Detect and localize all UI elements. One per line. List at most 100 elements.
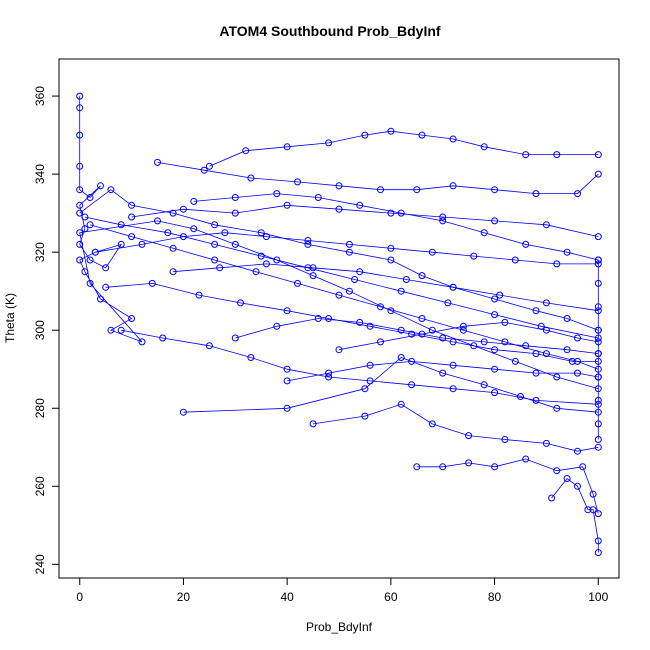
data-point — [439, 213, 447, 221]
data-point — [148, 279, 156, 287]
data-point — [377, 338, 384, 346]
data-point — [164, 229, 172, 237]
data-point — [273, 256, 281, 264]
data-point — [128, 233, 136, 241]
data-point — [449, 182, 457, 190]
data-point — [553, 260, 561, 268]
data-point — [594, 233, 602, 241]
data-point — [76, 209, 84, 217]
y-tick-label: 300 — [33, 320, 47, 340]
data-point — [345, 240, 353, 248]
data-point — [594, 279, 602, 287]
x-tick-label: 20 — [177, 590, 191, 604]
data-point — [335, 346, 343, 354]
data-point — [491, 217, 499, 225]
data-point — [76, 162, 84, 170]
y-tick-label: 280 — [33, 398, 47, 418]
data-point — [107, 186, 115, 194]
data-point — [335, 182, 343, 190]
data-point — [221, 229, 229, 237]
data-point — [97, 295, 104, 303]
data-point — [262, 260, 270, 268]
data-point — [387, 127, 395, 135]
data-point — [517, 393, 524, 400]
data-point — [397, 287, 405, 295]
data-point — [408, 330, 416, 338]
series-line — [84, 216, 599, 339]
data-point — [594, 373, 602, 381]
data-point — [491, 311, 499, 319]
data-point — [81, 225, 89, 233]
data-point — [309, 272, 317, 280]
data-point — [309, 420, 317, 428]
series-18 — [190, 190, 602, 264]
series-12 — [128, 201, 602, 241]
data-point — [294, 178, 301, 186]
y-tick-label: 360 — [33, 86, 47, 106]
data-point — [294, 279, 301, 287]
data-point — [283, 201, 291, 209]
series-line — [209, 130, 599, 167]
series-layer — [76, 92, 602, 557]
data-point — [397, 400, 405, 408]
data-point — [257, 229, 265, 237]
data-point — [574, 369, 581, 377]
data-point — [76, 201, 84, 209]
data-point — [522, 240, 530, 248]
data-point — [128, 315, 136, 322]
data-point — [107, 326, 115, 334]
data-point — [205, 342, 213, 350]
data-point — [179, 408, 187, 416]
series-6 — [309, 400, 602, 455]
data-point — [345, 287, 353, 295]
data-point — [501, 318, 509, 326]
data-point — [584, 506, 592, 514]
data-point — [205, 162, 213, 170]
data-point — [128, 213, 136, 221]
data-point — [325, 139, 333, 147]
series-8 — [548, 475, 602, 557]
data-point — [459, 326, 467, 334]
data-point — [128, 201, 136, 209]
series-2 — [179, 354, 602, 416]
data-point — [532, 396, 540, 404]
data-point — [418, 330, 426, 338]
data-point — [345, 248, 353, 256]
data-point — [366, 377, 374, 385]
data-point — [190, 197, 198, 205]
series-line — [338, 321, 599, 351]
series-line — [416, 458, 599, 514]
data-point — [211, 240, 219, 248]
data-point — [283, 143, 291, 151]
data-point — [594, 256, 602, 264]
data-point — [548, 494, 556, 502]
data-point — [594, 549, 602, 557]
data-point — [594, 420, 602, 428]
chart-title: ATOM4 Southbound Prob_BdyInf — [219, 23, 440, 39]
data-point — [408, 381, 416, 389]
data-point — [594, 326, 602, 334]
data-point — [211, 256, 219, 264]
data-point — [231, 334, 239, 342]
series-line — [157, 162, 599, 195]
series-line — [313, 403, 599, 452]
series-line — [287, 360, 599, 382]
data-point — [449, 385, 457, 393]
data-point — [86, 194, 94, 201]
data-point — [252, 268, 260, 276]
data-point — [594, 303, 602, 311]
x-tick-label: 0 — [76, 590, 83, 604]
data-point — [102, 283, 110, 291]
data-point — [262, 233, 270, 241]
data-point — [117, 326, 125, 334]
data-point — [335, 291, 343, 299]
data-point — [169, 268, 177, 276]
data-point — [361, 412, 369, 420]
data-point — [325, 369, 333, 377]
data-point — [563, 475, 571, 482]
data-point — [449, 135, 457, 143]
data-point — [356, 268, 364, 276]
data-point — [511, 256, 519, 264]
series-17 — [169, 260, 602, 315]
data-point — [283, 307, 291, 315]
